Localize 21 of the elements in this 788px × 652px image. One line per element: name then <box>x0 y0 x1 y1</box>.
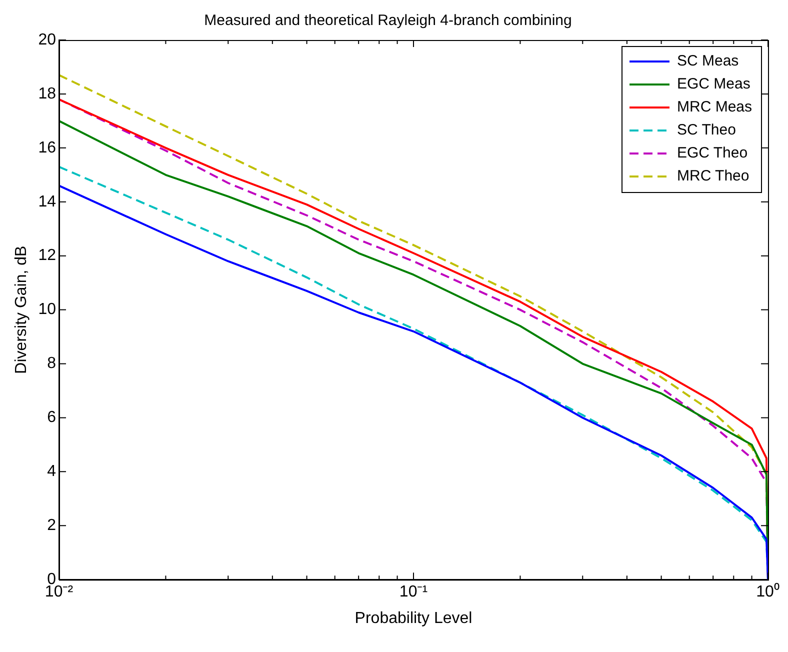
y-tick-label: 2 <box>47 517 56 534</box>
y-tick-label: 20 <box>38 31 56 48</box>
legend-label: EGC Theo <box>676 144 748 162</box>
y-tick-label: 14 <box>38 193 56 210</box>
y-tick-label: 12 <box>38 247 56 264</box>
x-axis-title: Probability Level <box>354 610 472 627</box>
y-tick-label: 10 <box>38 301 56 318</box>
x-tick-label: 10⁻¹ <box>399 584 428 601</box>
chart-title: Measured and theoretical Rayleigh 4-branch combining <box>204 12 572 30</box>
legend-label: MRC Meas <box>676 98 752 116</box>
x-tick-label: 10⁰ <box>756 582 780 601</box>
legend-label: SC Theo <box>676 122 736 139</box>
y-tick-label: 4 <box>47 463 56 480</box>
legend-label: EGC Meas <box>676 76 750 93</box>
y-tick-label: 6 <box>47 409 56 426</box>
y-axis-title: Diversity Gain, dB <box>13 246 30 374</box>
legend-label: MRC Theo <box>676 168 750 185</box>
y-tick-label: 16 <box>38 139 56 156</box>
legend-label: SC Meas <box>676 52 739 70</box>
y-tick-label: 8 <box>47 355 56 372</box>
y-tick-label: 18 <box>38 85 56 102</box>
